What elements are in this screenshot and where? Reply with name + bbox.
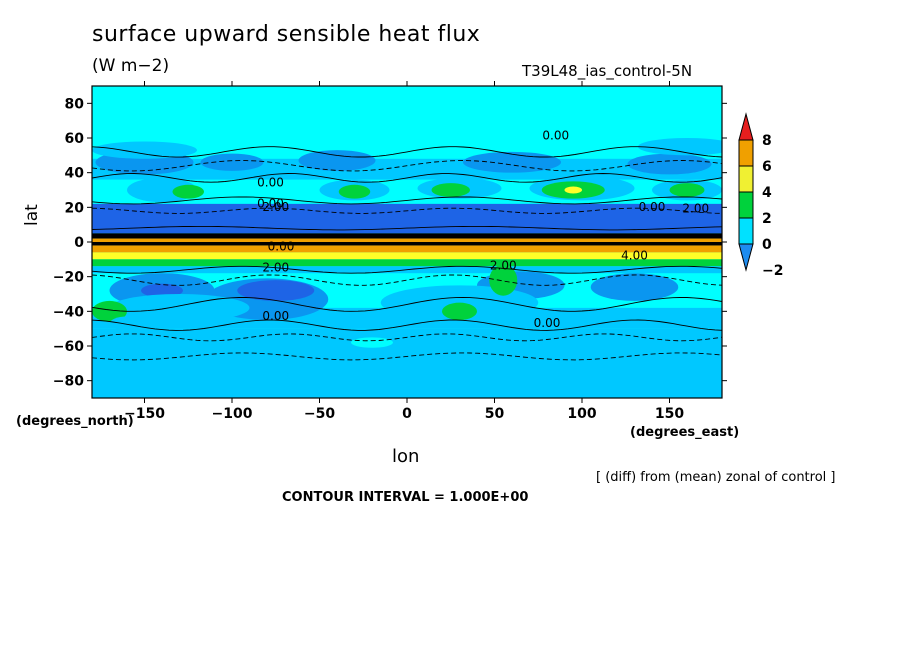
contour-line [92,207,722,214]
colorbar-swatch [738,217,754,245]
chart-units: (W m−2) [92,56,170,76]
zonal-band [92,259,722,267]
contour-line [92,146,722,158]
contour-region [92,300,127,322]
colorbar-swatch [738,191,754,219]
y-tick-label: 60 [65,131,85,147]
zonal-band [92,233,722,239]
y-tick-label: 80 [65,96,85,112]
contour-region [237,280,315,301]
contour-line [92,333,722,342]
y-tick-label: −80 [53,374,84,390]
contour-line [92,352,722,361]
zonal-band [92,238,722,242]
contour-label: 4.00 [621,248,648,262]
contour-label: 2.00 [682,202,709,216]
y-tick-label: −60 [53,339,84,355]
contour-label: 0.00 [257,196,284,210]
contour-line [92,160,722,172]
colorbar-label: 0 [762,237,772,253]
contour-line [92,196,722,205]
contour-label: 0.00 [639,200,666,214]
contour-region [172,184,204,199]
colorbar-label: 8 [762,133,772,149]
colorbar: 8 6 4 2 0 −2 [738,112,783,279]
colorbar-label: −2 [762,263,783,279]
contour-region [141,283,183,298]
contour-label: 0.00 [268,240,295,254]
contour-line [92,173,722,183]
diff-note: [ (diff) from (mean) zonal of control ] [596,470,836,485]
contour-region [489,264,518,296]
x-tick-label: −50 [304,406,335,422]
contour-region [200,153,264,171]
colorbar-swatch [738,165,754,193]
contour-label: 0.00 [257,176,284,190]
contour-label: 0.00 [542,129,569,143]
x-tick-label: −150 [124,406,165,422]
contour-region [442,302,477,321]
x-axis-label: lon [392,446,420,467]
y-tick-label: −20 [53,270,84,286]
contour-label: 2.00 [262,260,289,274]
y-tick-label: −40 [53,304,84,320]
contour-label: 0.00 [262,309,289,323]
contour-region [669,183,705,197]
run-label: T39L48_ias_control-5N [522,62,693,80]
y-tick-label: 20 [65,200,85,216]
contour-label: 2.00 [262,200,289,214]
contour-region [338,184,371,199]
contour-region [431,183,470,197]
contour-region [627,153,712,175]
contour-line [92,297,722,312]
contour-region [351,337,393,348]
x-tick-label: 50 [485,406,505,422]
colorbar-swatch [738,243,754,272]
y-tick-label: 0 [74,235,84,251]
contour-interval: CONTOUR INTERVAL = 1.000E+00 [282,490,529,505]
colorbar-label: 4 [762,185,772,201]
colorbar-swatch [738,112,754,141]
y-unit-label: (degrees_north) [16,414,134,429]
contour-region [92,141,197,159]
contour-region [109,294,250,322]
zonal-band [92,252,722,260]
x-tick-label: 0 [402,406,412,422]
contour-line [92,319,722,331]
x-tick-label: −100 [212,406,253,422]
contour-line [92,265,722,274]
y-tick-label: 40 [65,166,85,182]
colorbar-swatch [738,139,754,167]
x-tick-label: 150 [655,406,684,422]
contour-label: 0.00 [534,316,561,330]
contour-label: 2.00 [490,259,517,273]
contour-line [92,274,722,286]
zonal-band [92,245,722,253]
x-tick-label: 100 [567,406,596,422]
contour-line [92,225,722,231]
zonal-band [92,328,722,398]
plot-area: 0.000.000.002.00 0.00 2.002.004.000.002.00… [92,86,722,398]
x-unit-label: (degrees_east) [630,425,740,440]
contour-region [564,186,582,194]
colorbar-label: 2 [762,211,772,227]
chart-title: surface upward sensible heat flux [92,22,481,47]
contour-region [298,150,376,171]
zonal-band [92,242,722,246]
contour-region [590,273,679,301]
colorbar-label: 6 [762,159,772,175]
contour-region [638,138,722,156]
contour-region [109,316,145,331]
